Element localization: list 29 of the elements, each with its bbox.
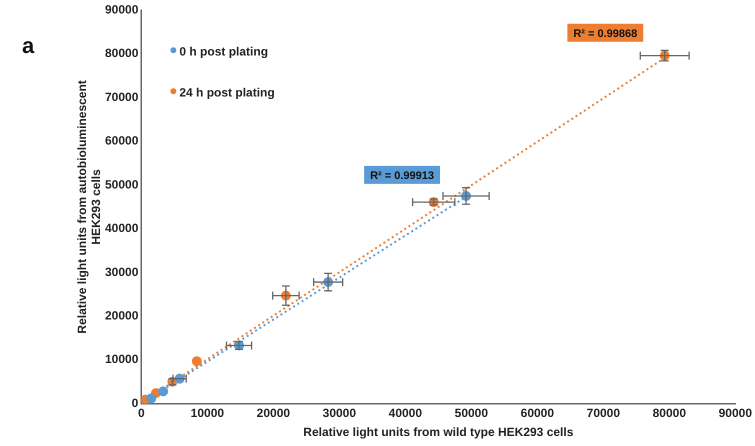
point: [146, 393, 156, 404]
annotation: R² = 0.99868: [573, 28, 638, 40]
y-tick-label: 60000: [104, 134, 139, 148]
x-tick-label: 60000: [520, 406, 554, 420]
y-tick-label: 80000: [104, 46, 139, 60]
x-tick-label: 40000: [388, 406, 422, 420]
annotation: R² = 0.99913: [370, 170, 434, 182]
x-tick-label: 30000: [322, 406, 356, 420]
y-tick-label: 0: [132, 396, 139, 410]
text: a: [22, 33, 35, 58]
x-tick-label: 80000: [652, 406, 686, 420]
point: [192, 356, 202, 366]
x-tick-label: 70000: [586, 406, 620, 420]
y-tick-label: 20000: [104, 308, 139, 322]
y-tick-label: 90000: [104, 2, 139, 17]
legend-label: 0 h post plating: [179, 44, 268, 59]
x-tick-label: 10000: [190, 406, 224, 420]
x-axis-title: Relative light units from wild type HEK293 cells: [303, 425, 574, 439]
x-tick-label: 90000: [718, 406, 752, 420]
legend-label: 24 h post plating: [179, 86, 275, 100]
point: [158, 386, 168, 396]
y-tick-label: 10000: [104, 352, 139, 366]
y-axis-title: Relative light units from autobioluminescent HEK293 cells: [75, 80, 103, 334]
y-tick-label: 70000: [104, 90, 139, 104]
y-tick-label: 50000: [104, 177, 139, 192]
x-tick-label: 50000: [454, 406, 488, 420]
y-tick-label: 30000: [104, 264, 139, 279]
y-tick-label: 40000: [104, 221, 139, 236]
x-tick-label: 20000: [256, 406, 290, 420]
